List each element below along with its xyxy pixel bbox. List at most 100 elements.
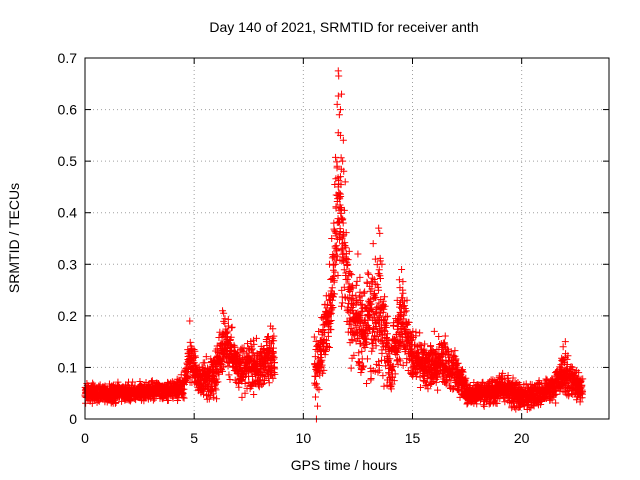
data-point [375,366,383,374]
data-point [318,361,326,369]
data-point [335,176,343,184]
data-point [424,385,432,393]
data-point [331,180,339,188]
data-point [214,378,222,386]
data-point [212,386,220,394]
data-point [394,348,402,356]
data-point [348,354,356,362]
data-point [552,399,560,407]
y-tick-label: 0.1 [58,359,78,375]
data-point [326,320,334,328]
data-point [389,373,397,381]
data-point [352,281,360,289]
data-point [335,111,343,119]
x-tick-label: 10 [296,430,312,446]
data-point [339,240,347,248]
data-point [378,260,386,268]
data-point [343,260,351,268]
data-point [350,351,358,359]
data-point [368,347,376,355]
data-point [342,244,350,252]
x-tick-label: 20 [514,430,530,446]
data-point [177,371,185,379]
data-point [218,357,226,365]
data-point [249,349,257,357]
data-point [447,348,455,356]
data-point [399,278,407,286]
data-point [337,192,345,200]
data-point [341,178,349,186]
data-point [227,333,235,341]
data-point [195,363,203,371]
data-point [330,219,338,227]
data-point [395,276,403,284]
data-point [335,193,343,201]
data-point [174,397,182,405]
data-point [339,157,347,165]
data-point [251,353,259,361]
data-point [328,235,336,242]
data-point [423,381,431,389]
data-point [552,390,560,398]
data-point [395,329,403,337]
data-point [412,372,420,380]
data-point [326,310,334,318]
data-point [334,183,342,191]
data-point [334,218,342,226]
data-point [164,396,172,404]
data-point [259,371,267,379]
data-point [205,395,213,403]
data-point [114,378,122,386]
data-point [238,393,246,401]
data-point [355,349,363,357]
data-point [337,154,345,162]
data-point [260,377,268,385]
data-point [348,271,356,279]
data-point [339,256,347,264]
data-point [387,385,395,393]
data-point [338,302,346,310]
data-point [380,382,388,390]
data-point [356,273,364,281]
data-point [336,204,344,212]
data-point [389,362,397,370]
data-point [179,390,187,398]
data-point [377,330,385,338]
data-point [336,173,344,181]
data-point [349,306,357,314]
data-point [360,289,368,297]
data-point [328,284,336,292]
data-point [338,299,346,307]
data-point [381,302,389,310]
data-point [228,323,236,331]
data-point [354,250,362,258]
data-point [220,363,228,371]
y-tick-label: 0 [69,411,77,427]
data-point [340,206,348,214]
data-point [225,371,233,379]
data-point [401,302,409,310]
data-point [330,225,338,233]
data-point [399,286,407,294]
data-point [111,399,119,407]
data-point [271,370,279,378]
data-point [330,293,338,301]
y-tick-label: 0.7 [58,50,78,66]
data-point [350,296,358,304]
data-point [561,338,569,346]
data-point [320,346,328,354]
data-point [338,214,346,222]
data-point [375,299,383,307]
data-point [412,328,420,336]
data-point [347,325,355,333]
data-point [250,390,258,398]
data-point [363,355,371,363]
data-point [479,378,487,386]
data-point [398,265,406,273]
data-point [339,219,347,227]
data-point [399,315,407,323]
data-point [375,224,383,232]
data-point [190,345,198,353]
data-point [334,272,342,280]
